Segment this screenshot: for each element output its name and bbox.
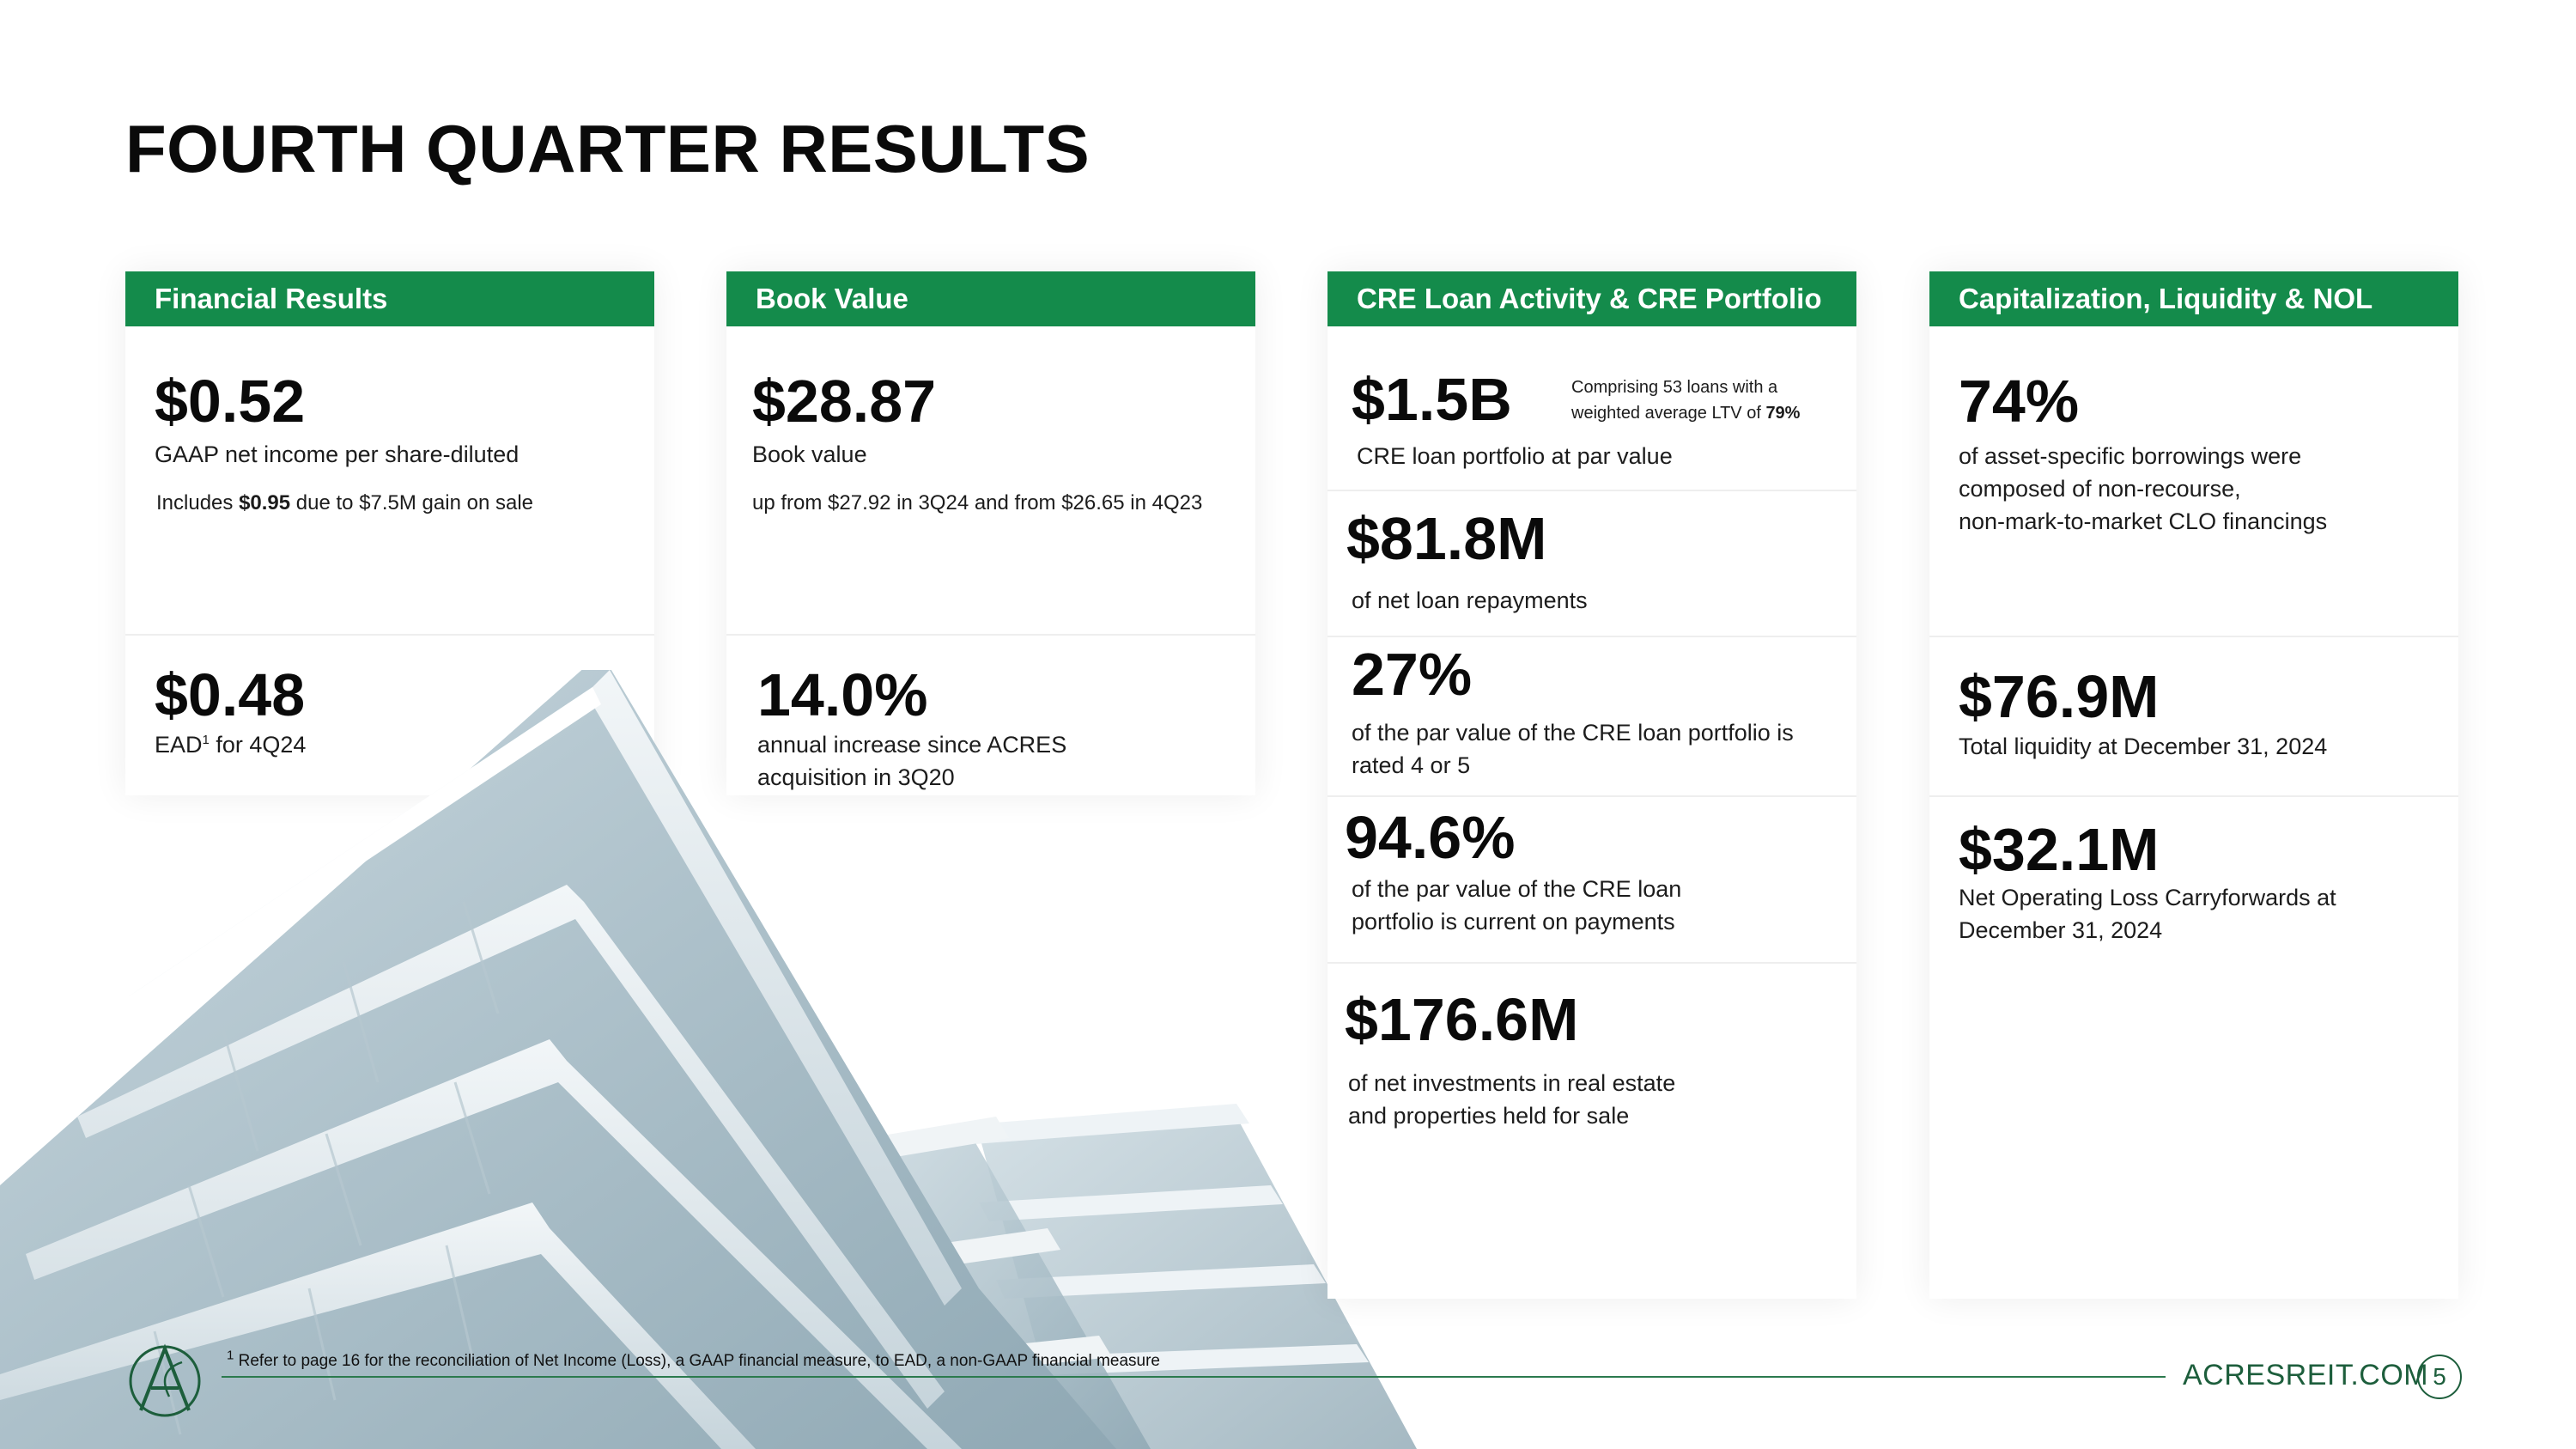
column-header: Book Value [726, 271, 1255, 326]
metric-cell: 14.0% annual increase since ACRES acquisi… [726, 636, 1255, 795]
metric-value: $0.48 [155, 661, 306, 728]
metric-cell: $28.87 Book value up from $27.92 in 3Q24… [726, 326, 1255, 636]
metric-value: $0.52 [155, 368, 306, 435]
metric-label: GAAP net income per share-diluted [155, 441, 519, 467]
website-link[interactable]: ACRESREIT.COM [2183, 1359, 2429, 1391]
metric-cell: 27% of the par value of the CRE loan por… [1327, 637, 1856, 797]
metric-cell: $81.8M of net loan repayments [1327, 491, 1856, 637]
book-value-column: Book Value $28.87 Book value up from $27… [726, 271, 1255, 1299]
metric-value: 94.6% [1345, 804, 1516, 871]
metric-label: Net Operating Loss Carryforwards at Decem… [1959, 885, 2336, 943]
metric-cell: 94.6% of the par value of the CRE loan po… [1327, 797, 1856, 964]
metric-cell: $1.5B Comprising 53 loans with a weighted… [1327, 326, 1856, 491]
metric-cell: $0.48 EAD1 for 4Q24 [125, 636, 654, 795]
building-illustration [0, 670, 1417, 1449]
metric-value: 14.0% [757, 661, 928, 728]
metric-label: EAD1 for 4Q24 [155, 732, 307, 758]
metric-aside: Comprising 53 loans with a weighted avera… [1571, 378, 1801, 423]
metric-cell: $176.6M of net investments in real estat… [1327, 964, 1856, 1299]
financial-results-column: Financial Results $0.52 GAAP net income … [125, 271, 654, 1299]
column-header: Capitalization, Liquidity & NOL [1929, 271, 2458, 326]
metric-value: $32.1M [1959, 816, 2160, 883]
metric-value: $81.8M [1346, 505, 1547, 572]
metric-value: 27% [1352, 641, 1473, 708]
metric-value: $1.5B [1352, 366, 1512, 433]
page-number: 5 [2417, 1355, 2462, 1399]
metric-label: of the par value of the CRE loan portfoli… [1352, 876, 1682, 935]
column-header: Financial Results [125, 271, 654, 326]
page-title: FOURTH QUARTER RESULTS [125, 111, 1091, 186]
financial-results-panel: Financial Results $0.52 GAAP net income … [125, 271, 654, 795]
metric-cell: 74% of asset-specific borrowings were com… [1929, 326, 2458, 637]
metric-value: $76.9M [1959, 663, 2160, 730]
metric-note: up from $27.92 in 3Q24 and from $26.65 i… [752, 491, 1203, 514]
metric-note: Includes $0.95 due to $7.5M gain on sale [156, 491, 533, 514]
metric-label: of net investments in real estate and pro… [1348, 1070, 1676, 1129]
metric-cell: $76.9M Total liquidity at December 31, 2… [1929, 637, 2458, 797]
metric-label: Book value [752, 441, 867, 467]
acres-logo-icon [129, 1343, 201, 1417]
metric-value: $176.6M [1345, 986, 1579, 1053]
book-value-panel: Book Value $28.87 Book value up from $27… [726, 271, 1255, 795]
metric-label: Total liquidity at December 31, 2024 [1959, 734, 2328, 759]
metric-value: $28.87 [752, 368, 937, 435]
metric-value: 74% [1959, 368, 2080, 435]
footnote: 1 Refer to page 16 for the reconciliatio… [227, 1348, 1160, 1370]
metric-label: CRE loan portfolio at par value [1357, 443, 1673, 469]
column-header: CRE Loan Activity & CRE Portfolio [1327, 271, 1856, 326]
metric-label: of net loan repayments [1352, 588, 1588, 613]
metric-label: of the par value of the CRE loan portfol… [1352, 720, 1794, 778]
metric-label: annual increase since ACRES acquisition i… [757, 732, 1067, 790]
metric-label: of asset-specific borrowings were compose… [1959, 443, 2328, 534]
cre-loan-column: CRE Loan Activity & CRE Portfolio $1.5B … [1327, 271, 1856, 1299]
capitalization-column: Capitalization, Liquidity & NOL 74% of a… [1929, 271, 2458, 1299]
metric-cell: $32.1M Net Operating Loss Carryforwards … [1929, 797, 2458, 1299]
metric-cell: $0.52 GAAP net income per share-diluted … [125, 326, 654, 636]
footer-divider [222, 1376, 2166, 1378]
